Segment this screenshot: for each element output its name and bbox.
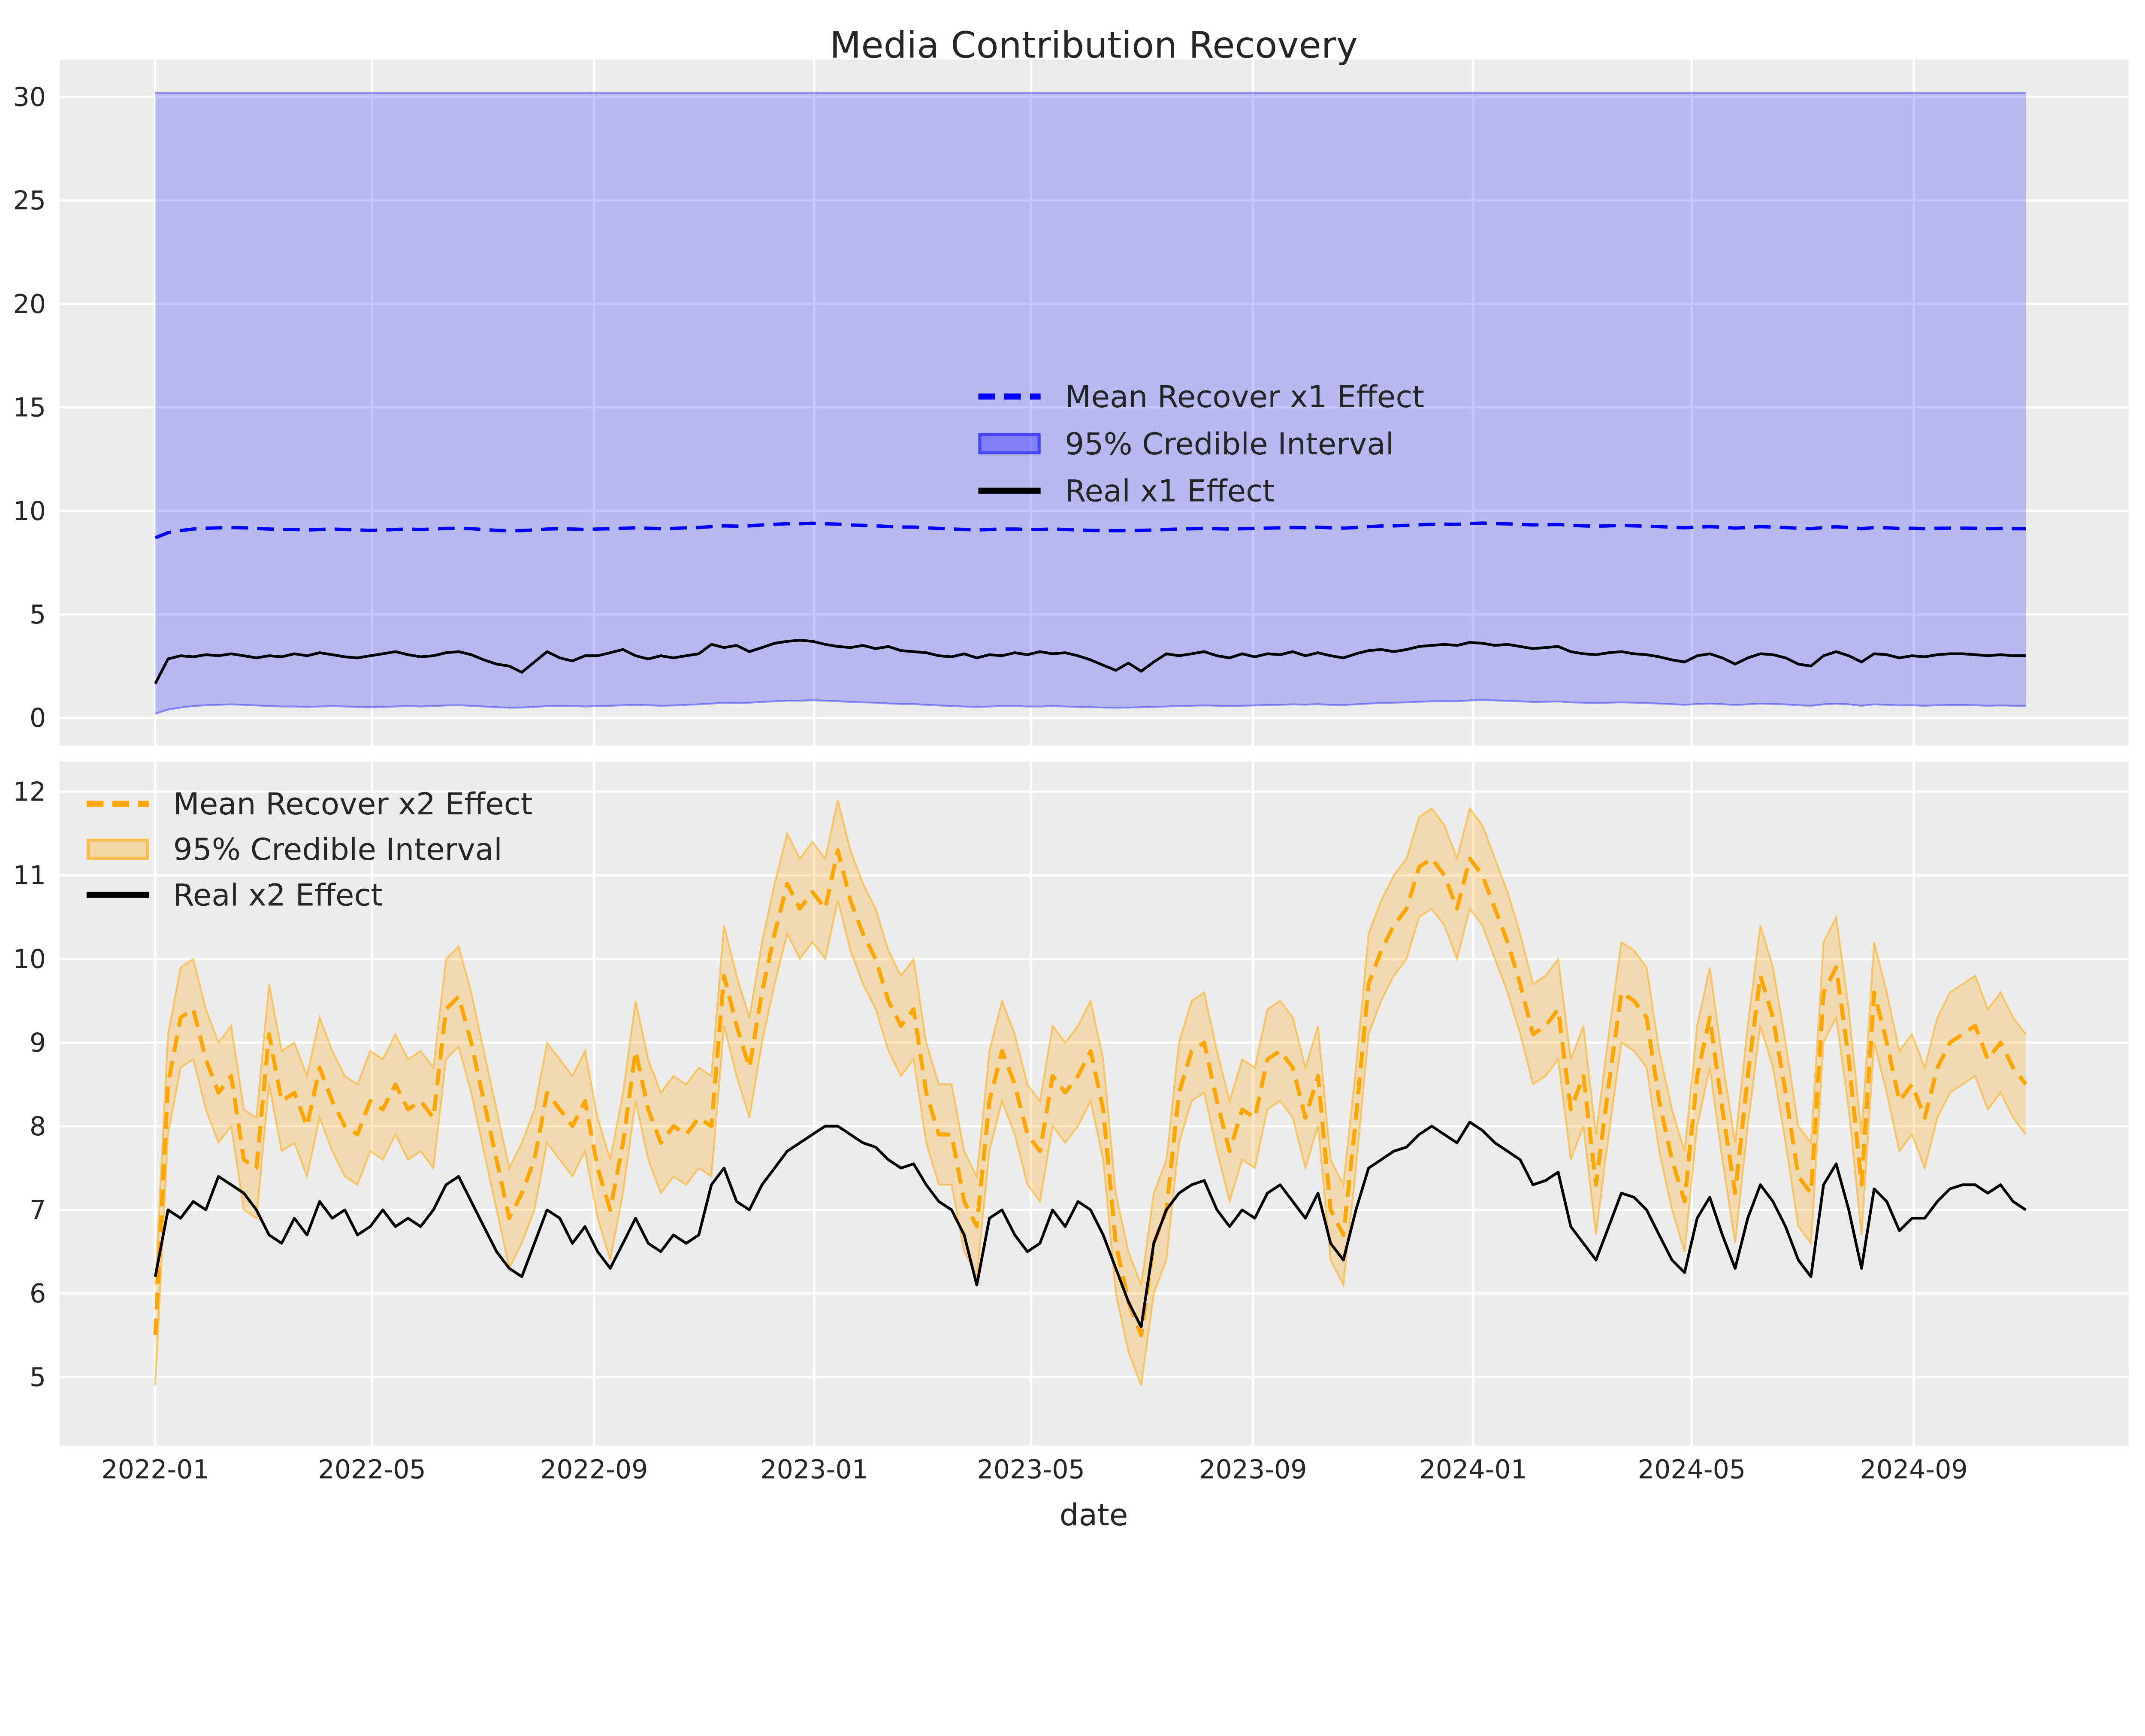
y-tick-label: 20 xyxy=(13,289,46,319)
y-tick-label: 10 xyxy=(13,496,46,526)
ci-band-bottom xyxy=(155,800,2026,1386)
legend-item-real-x2: Real x2 Effect xyxy=(86,872,533,918)
y-tick-label: 8 xyxy=(30,1112,46,1142)
x-tick-label: 2022-09 xyxy=(540,1455,648,1485)
y-tick-label: 5 xyxy=(30,600,46,630)
x-axis-label: date xyxy=(1059,1496,1128,1533)
y-tick-labels-bottom: 5 6 7 8 9 10 11 12 xyxy=(13,777,46,1392)
x-tick-label: 2022-05 xyxy=(318,1455,426,1485)
y-tick-label: 0 xyxy=(30,703,46,733)
legend-label: Real x1 Effect xyxy=(1065,472,1275,508)
legend-item-real-x1: Real x1 Effect xyxy=(978,466,1424,514)
legend-label: Real x2 Effect xyxy=(173,877,383,913)
legend-item-ci-x1: 95% Credible Interval xyxy=(978,419,1424,466)
legend-item-mean-x2: Mean Recover x2 Effect xyxy=(86,781,533,826)
plot-area-top xyxy=(59,59,2129,746)
legend-label: 95% Credible Interval xyxy=(1065,424,1394,461)
legend-label: Mean Recover x2 Effect xyxy=(173,785,533,822)
y-tick-label: 25 xyxy=(13,186,46,216)
y-tick-label: 5 xyxy=(30,1363,46,1393)
legend-label: Mean Recover x1 Effect xyxy=(1065,377,1425,414)
legend-item-ci-x2: 95% Credible Interval xyxy=(86,826,533,872)
y-tick-labels-top: 0 5 10 15 20 25 30 xyxy=(13,82,46,733)
panel-top: 0 5 10 15 20 25 30 xyxy=(13,59,2129,746)
x-tick-label: 2022-01 xyxy=(101,1455,209,1485)
x-tick-label: 2023-01 xyxy=(760,1455,868,1485)
x-tick-label: 2023-05 xyxy=(977,1455,1085,1485)
gridlines-top xyxy=(59,59,2129,746)
y-tick-label: 15 xyxy=(13,393,46,423)
y-tick-label: 6 xyxy=(30,1279,46,1309)
legend-key-fill-orange xyxy=(86,838,149,860)
legend-item-mean-x1: Mean Recover x1 Effect xyxy=(978,372,1424,420)
legend-label: 95% Credible Interval xyxy=(173,831,502,868)
ci-band-top xyxy=(155,93,2026,714)
series-line-real-top xyxy=(154,639,2026,684)
gridlines-bottom xyxy=(59,761,2129,1446)
y-tick-label: 11 xyxy=(13,861,46,891)
x-tick-label: 2024-01 xyxy=(1420,1455,1527,1485)
legend-key-dashed-orange xyxy=(86,801,149,807)
ci-band-lower-edge xyxy=(155,699,2026,715)
ci-band-upper-edge xyxy=(154,800,2027,1285)
legend-key-dashed-blue xyxy=(978,393,1041,399)
series-line-mean-bottom xyxy=(153,848,2027,1337)
x-tick-labels: 2022-01 2022-05 2022-09 2023-01 2023-05 2023-… xyxy=(101,1455,1968,1485)
ci-band-lower-edge xyxy=(154,900,2027,1386)
figure-title: Media Contribution Recovery xyxy=(830,24,1358,67)
series-line-mean-top xyxy=(154,521,2026,540)
legend-x1: Mean Recover x1 Effect 95% Credible Inte… xyxy=(978,372,1424,514)
y-tick-label: 30 xyxy=(13,82,46,112)
series-line-real-bottom xyxy=(154,1120,2027,1328)
y-tick-label: 7 xyxy=(30,1195,46,1225)
y-tick-label: 12 xyxy=(13,777,46,807)
legend-key-solid-black xyxy=(978,487,1041,493)
x-tick-label: 2024-09 xyxy=(1860,1455,1967,1485)
y-tick-label: 10 xyxy=(13,944,46,974)
legend-key-fill-blue xyxy=(978,432,1041,454)
figure: Media Contribution Recovery 0 5 10 15 20 25 30… xyxy=(13,24,2129,1533)
legend-key-solid-black xyxy=(86,892,149,898)
x-tick-label: 2024-05 xyxy=(1638,1455,1746,1485)
x-tick-label: 2023-09 xyxy=(1199,1455,1307,1485)
y-tick-label: 9 xyxy=(30,1028,46,1058)
legend-x2: Mean Recover x2 Effect 95% Credible Inte… xyxy=(86,781,533,918)
